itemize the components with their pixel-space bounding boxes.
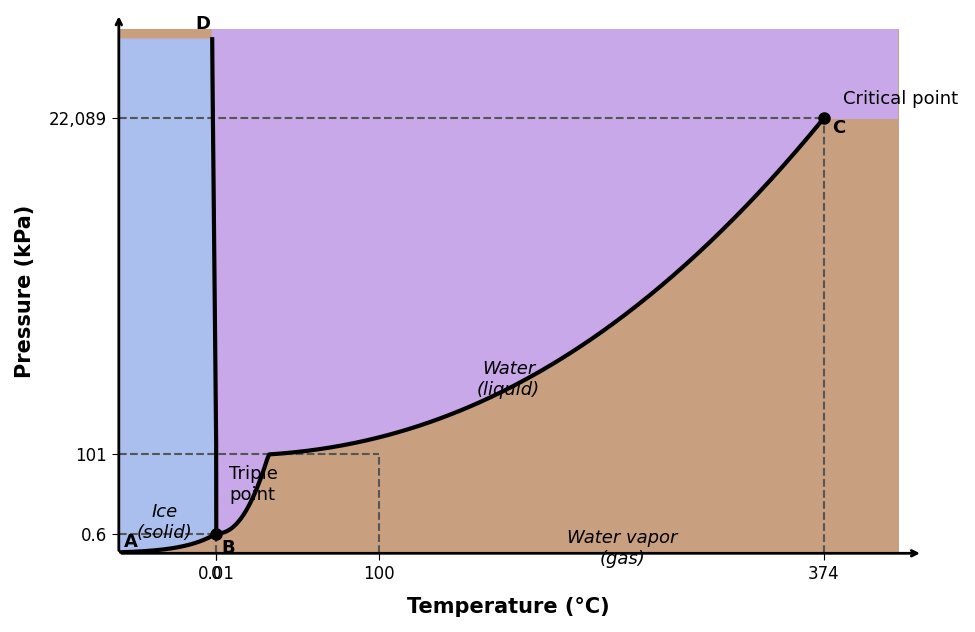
Polygon shape <box>213 29 898 533</box>
Text: Ice
(solid): Ice (solid) <box>136 503 192 542</box>
Text: B: B <box>221 540 235 557</box>
Text: Water
(liquid): Water (liquid) <box>477 360 540 399</box>
X-axis label: Temperature (°C): Temperature (°C) <box>408 597 610 617</box>
Polygon shape <box>119 39 216 552</box>
Text: D: D <box>196 15 211 33</box>
Text: Triple
point: Triple point <box>229 465 278 504</box>
Y-axis label: Pressure (kPa): Pressure (kPa) <box>15 205 35 378</box>
Text: Water vapor
(gas): Water vapor (gas) <box>567 529 678 568</box>
Text: C: C <box>832 119 845 137</box>
Text: Critical point: Critical point <box>843 90 958 107</box>
Text: A: A <box>124 533 137 550</box>
